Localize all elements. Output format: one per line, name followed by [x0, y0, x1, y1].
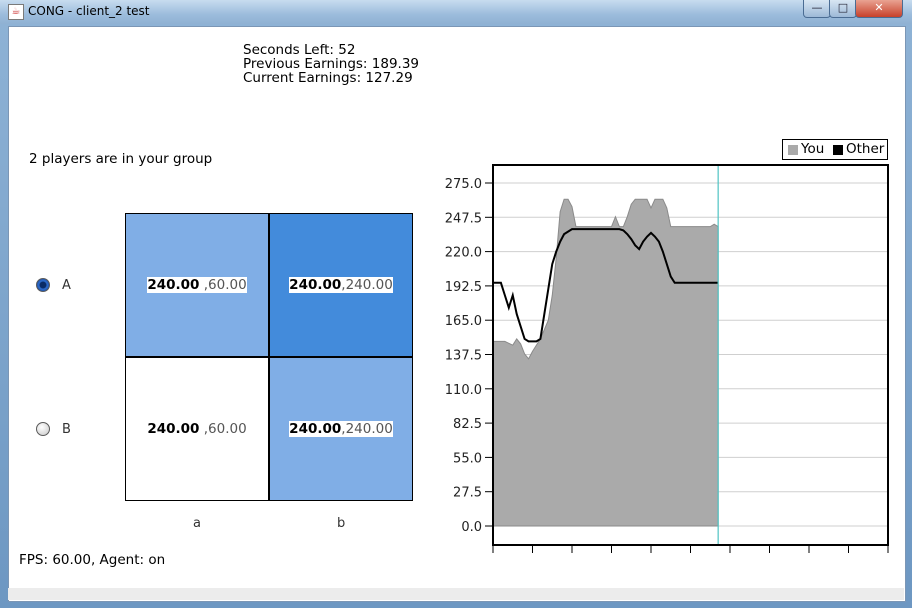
legend-label-other: Other — [846, 141, 885, 157]
previous-earnings: Previous Earnings: 189.39 — [243, 56, 420, 72]
y-tick-label: 55.0 — [453, 451, 482, 466]
minimize-button[interactable]: — — [803, 0, 831, 18]
fps-readout: FPS: 60.00, Agent: on — [19, 552, 166, 568]
y-tick-label: 220.0 — [445, 246, 482, 261]
own-payoff: 240.00 — [289, 277, 342, 293]
y-tick-label: 165.0 — [445, 314, 482, 329]
y-tick-label: 247.5 — [445, 211, 482, 226]
row-label-a: A — [62, 278, 71, 293]
legend-swatch-other — [833, 145, 843, 155]
y-tick-label: 82.5 — [453, 417, 482, 432]
other-payoff: ,60.00 — [199, 421, 247, 437]
close-button[interactable]: ✕ — [855, 0, 903, 18]
seconds-left: Seconds Left: 52 — [243, 42, 356, 58]
column-label-a: a — [193, 516, 201, 531]
earnings-chart: 0.0 27.5 55.0 82.5 110.0 137.5 165.0 192.5 220.0… — [445, 164, 889, 553]
y-tick-label: 110.0 — [445, 383, 482, 398]
other-payoff: ,240.00 — [341, 277, 393, 293]
payoff-cell-b-b[interactable]: 240.00,240.00 — [269, 357, 413, 501]
group-info: 2 players are in your group — [29, 151, 213, 167]
other-payoff: ,60.00 — [199, 277, 247, 293]
own-payoff: 240.00 — [147, 277, 200, 293]
own-payoff: 240.00 — [289, 421, 342, 437]
chart-legend: You Other — [782, 139, 888, 160]
series-line-other — [493, 228, 719, 343]
status-strip — [8, 588, 904, 600]
y-tick-label: 0.0 — [461, 520, 482, 535]
y-tick-label: 192.5 — [445, 280, 482, 295]
java-cup-icon: ☕ — [8, 4, 24, 20]
legend-label-you: You — [801, 141, 825, 157]
y-tick-label: 275.0 — [445, 177, 482, 192]
own-payoff: 240.00 — [147, 421, 200, 437]
payoff-cell-a-a[interactable]: 240.00 ,60.00 — [125, 213, 269, 357]
maximize-button[interactable]: □ — [829, 0, 857, 18]
window-title: CONG - client_2 test — [28, 4, 150, 18]
series-area-you — [492, 198, 719, 527]
payoff-cell-a-b[interactable]: 240.00,240.00 — [269, 213, 413, 357]
radio-row-b[interactable] — [36, 422, 50, 436]
title-bar[interactable]: ☕ CONG - client_2 test — □ ✕ — [0, 0, 912, 24]
current-earnings: Current Earnings: 127.29 — [243, 70, 413, 86]
radio-row-a[interactable] — [36, 278, 50, 292]
payoff-cell-b-a[interactable]: 240.00 ,60.00 — [125, 357, 269, 501]
other-payoff: ,240.00 — [341, 421, 393, 437]
row-label-b: B — [62, 422, 71, 437]
column-label-b: b — [337, 516, 346, 531]
y-tick-label: 27.5 — [453, 486, 482, 501]
y-tick-label: 137.5 — [445, 349, 482, 364]
legend-swatch-you — [788, 145, 798, 155]
